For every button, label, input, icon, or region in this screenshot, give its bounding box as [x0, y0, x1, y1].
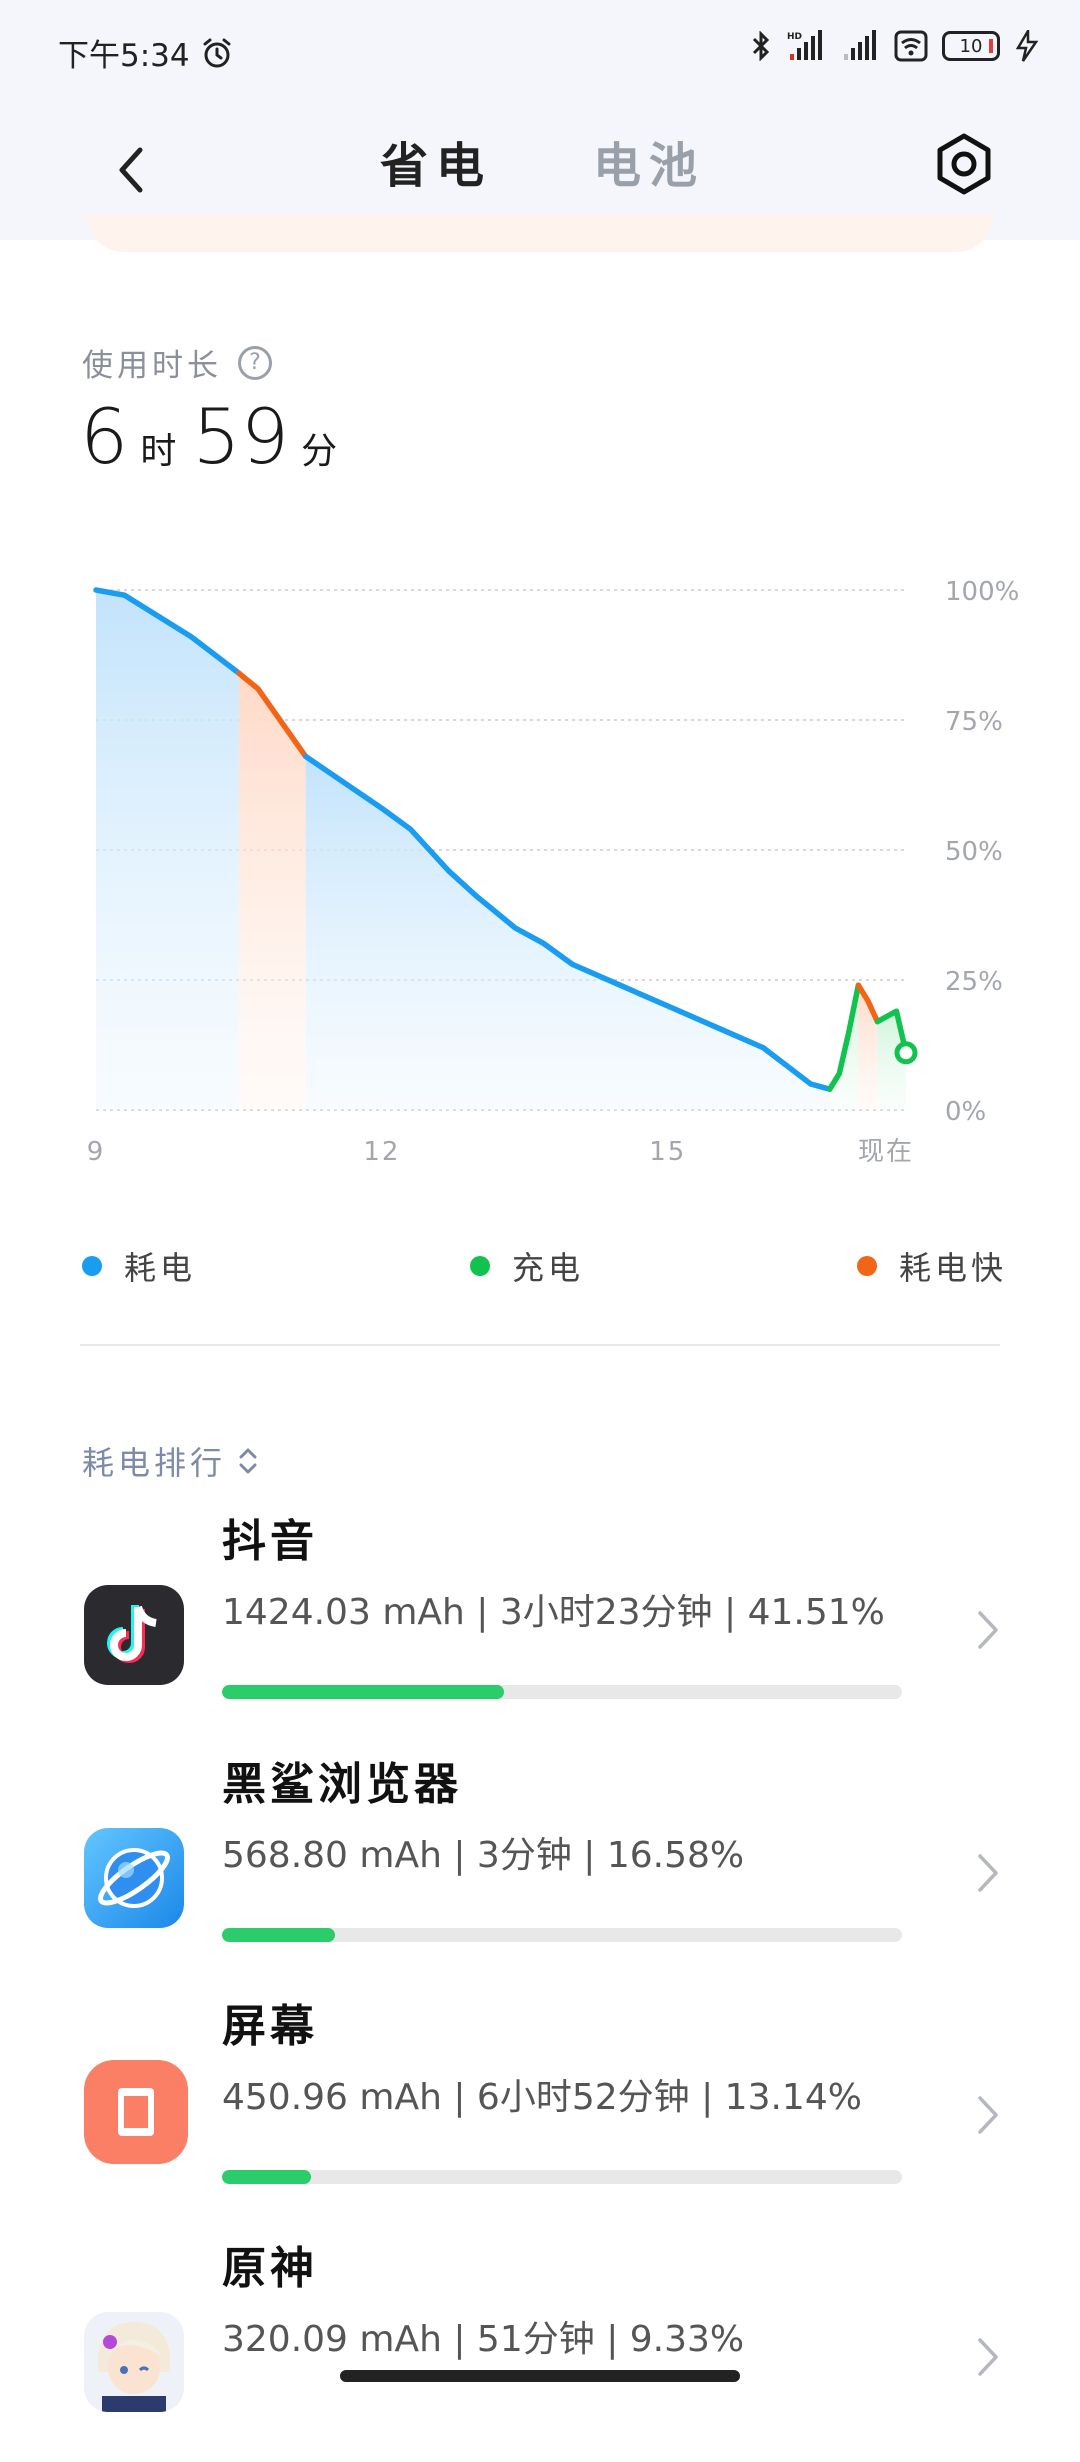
douyin-icon: [84, 1585, 184, 1685]
app-detail: 320.09 mAh | 51分钟 | 9.33%: [222, 2319, 745, 2360]
x-tick-label: 15: [649, 1137, 686, 1167]
usage-duration-value: 6 时 59 分: [80, 392, 353, 481]
usage-minutes: 59: [192, 392, 290, 481]
app-row-browser[interactable]: 黑鲨浏览器 568.80 mAh | 3分钟 | 16.58%: [0, 1748, 1080, 1978]
wifi-icon: [894, 30, 928, 62]
series-line-segment: [93, 587, 242, 676]
status-bar: 下午5:34 HD: [0, 0, 1080, 100]
clock-text: 下午5:34: [58, 38, 190, 74]
battery-indicator: 10: [942, 31, 1000, 61]
battery-level-chart[interactable]: 0% 25% 50% 75% 100% 9 12 15 现在: [0, 560, 1080, 1180]
legend-fast: 耗电快: [857, 1243, 1007, 1289]
app-row-screen[interactable]: 屏幕 450.96 mAh | 6小时52分钟 | 13.14%: [0, 1990, 1080, 2220]
x-tick-label: 12: [363, 1137, 400, 1167]
bluetooth-icon: [752, 31, 770, 61]
current-point: [894, 1041, 918, 1065]
app-detail: 568.80 mAh | 3分钟 | 16.58%: [222, 1835, 745, 1876]
chevron-right-icon: [978, 1854, 998, 1892]
app-name: 原神: [222, 2243, 318, 2294]
app-detail: 1424.03 mAh | 3小时23分钟 | 41.51%: [222, 1592, 885, 1633]
tab-power-saving[interactable]: 省电: [380, 138, 493, 194]
ranking-sort-toggle[interactable]: 耗电排行: [82, 1438, 260, 1484]
y-tick-label: 25%: [945, 967, 1003, 997]
area-segment: [238, 673, 306, 1110]
sort-toggle-icon: [239, 1448, 257, 1474]
y-tick-label: 100%: [945, 577, 1019, 607]
app-name: 屏幕: [222, 2001, 318, 2052]
settings-button[interactable]: [932, 132, 996, 196]
browser-icon: [84, 1828, 184, 1928]
usage-bar-fill: [222, 1685, 505, 1699]
genshin-icon: [84, 2312, 184, 2412]
svg-text:HD: HD: [787, 32, 802, 42]
y-tick-label: 0%: [945, 1097, 986, 1127]
chevron-right-icon: [978, 1611, 998, 1649]
usage-hours: 6: [80, 392, 129, 481]
back-button[interactable]: [100, 130, 160, 210]
usage-bar-fill: [222, 1928, 335, 1942]
legend-drain-label: 耗电: [124, 1249, 197, 1287]
series-line-segment: [827, 982, 862, 1092]
app-row-genshin[interactable]: 原神 320.09 mAh | 51分钟 | 9.33%: [0, 2232, 1080, 2462]
legend-charge-label: 充电: [512, 1249, 585, 1287]
battery-level: 10: [959, 35, 983, 57]
help-icon[interactable]: ?: [238, 345, 272, 380]
area-segment: [877, 1011, 906, 1110]
battery-low-fill: [989, 39, 993, 53]
usage-bar-fill: [222, 2170, 312, 2184]
usage-bar-track: [222, 2170, 902, 2184]
section-divider: [80, 1344, 1000, 1346]
app-name: 黑鲨浏览器: [222, 1759, 462, 1810]
legend-drain: 耗电: [82, 1243, 196, 1289]
signal-hd-icon: HD: [787, 30, 822, 60]
series-line-segment: [236, 670, 309, 760]
series-line-segment: [874, 1008, 909, 1056]
signal-icon: [844, 30, 876, 60]
tab-battery[interactable]: 电池: [593, 138, 706, 194]
home-indicator[interactable]: [340, 2370, 740, 2382]
legend-charge: 充电: [470, 1243, 584, 1289]
promo-card-edge[interactable]: [86, 214, 994, 252]
usage-minutes-unit: 分: [301, 431, 338, 472]
app-row-douyin[interactable]: 抖音 1424.03 mAh | 3小时23分钟 | 41.51%: [0, 1505, 1080, 1735]
series-line-segment: [302, 753, 833, 1092]
usage-duration-label: 使用时长 ?: [82, 340, 272, 385]
area-segment: [96, 590, 239, 1110]
status-icons: HD 10: [750, 30, 1040, 62]
y-tick-label: 75%: [945, 707, 1003, 737]
usage-label-text: 使用时长: [82, 348, 222, 384]
chevron-right-icon: [978, 2096, 998, 2134]
chevron-right-icon: [978, 2338, 998, 2376]
usage-hours-unit: 时: [140, 431, 177, 472]
legend-drain-dot: [82, 1256, 102, 1276]
usage-bar-track: [222, 1928, 902, 1942]
usage-bar-track: [222, 1685, 902, 1699]
x-tick-label: 现在: [858, 1137, 914, 1167]
app-name: 抖音: [222, 1516, 318, 1567]
app-detail: 450.96 mAh | 6小时52分钟 | 13.14%: [222, 2077, 862, 2118]
screen-icon: [84, 2060, 188, 2164]
ranking-label: 耗电排行: [82, 1444, 227, 1482]
legend-fast-dot: [857, 1256, 877, 1276]
legend-charge-dot: [470, 1256, 490, 1276]
series-line-segment: [855, 982, 881, 1025]
charging-icon: [1015, 30, 1039, 62]
y-tick-label: 50%: [945, 837, 1003, 867]
x-tick-label: 9: [87, 1137, 106, 1167]
alarm-icon: [203, 38, 231, 67]
status-time: 下午5:34: [58, 30, 234, 75]
legend-fast-label: 耗电快: [899, 1249, 1008, 1287]
